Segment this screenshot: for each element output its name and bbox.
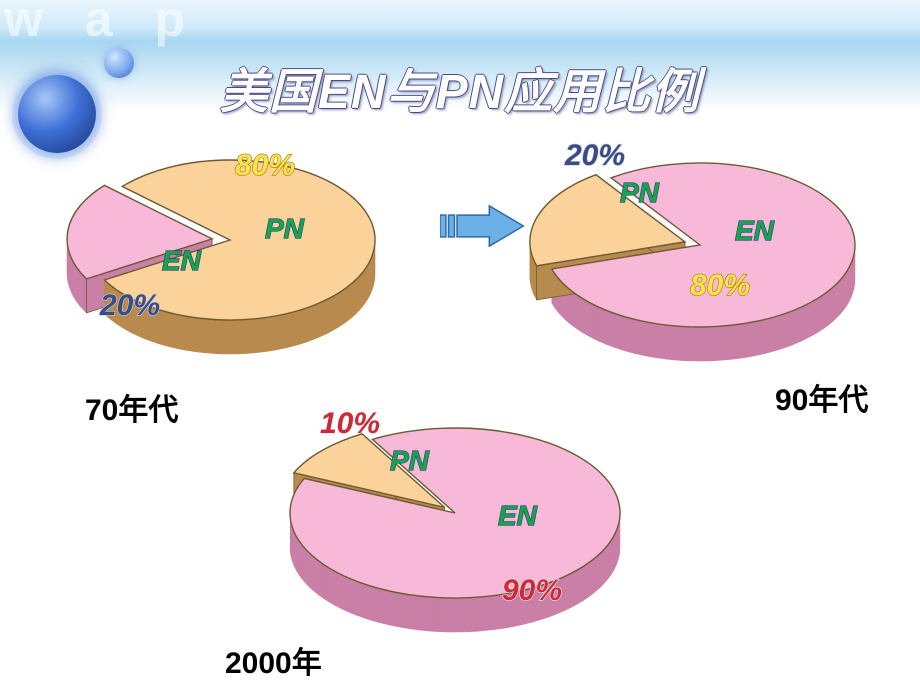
chart-caption: 2000年 bbox=[225, 638, 322, 682]
percent-label: 90% bbox=[502, 574, 562, 607]
segment-label: EN bbox=[162, 245, 202, 276]
chart-caption: 90年代 bbox=[775, 375, 868, 419]
segment-label: EN bbox=[498, 500, 538, 531]
slide-title: 美国EN与PN应用比例 bbox=[0, 52, 920, 122]
watermark-text: w a p bbox=[4, 0, 199, 48]
arrow-icon bbox=[440, 205, 525, 252]
segment-label: PN bbox=[390, 445, 430, 476]
segment-label: PN bbox=[265, 213, 305, 244]
chart-caption: 70年代 bbox=[85, 385, 178, 429]
percent-label: 80% bbox=[690, 269, 750, 302]
percent-label: 10% bbox=[320, 407, 380, 440]
segment-label: PN bbox=[620, 177, 660, 208]
slide: w a p 美国EN与PN应用比例 ENPN20%80%70年代PNEN20%8… bbox=[0, 0, 920, 690]
percent-label: 20% bbox=[564, 139, 625, 172]
segment-label: EN bbox=[735, 215, 775, 246]
percent-label: 20% bbox=[99, 289, 160, 322]
pie2000: PNEN10%90% bbox=[280, 415, 620, 690]
percent-label: 80% bbox=[235, 149, 295, 182]
